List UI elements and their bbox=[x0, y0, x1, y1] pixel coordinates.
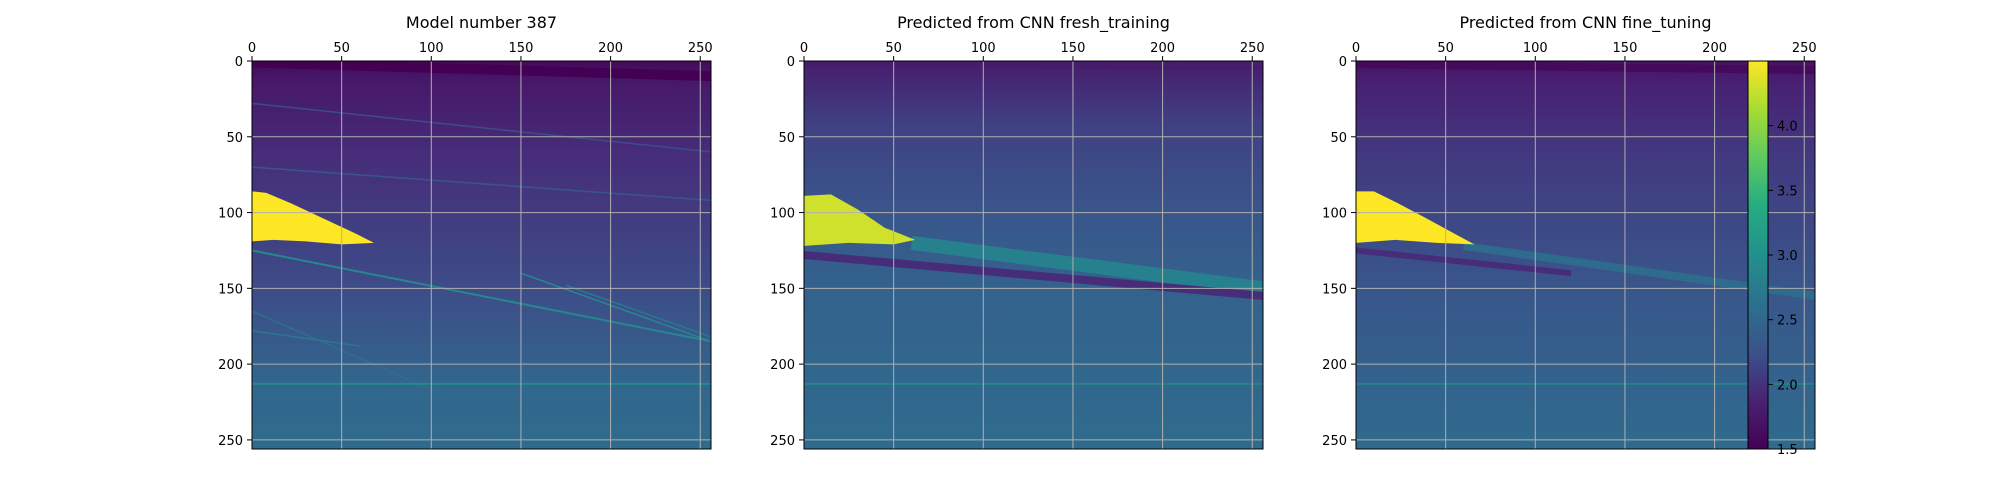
colorbar-tick-label: 3.5 bbox=[1777, 184, 1798, 199]
y-tick-label: 250 bbox=[770, 434, 795, 449]
y-tick-label: 0 bbox=[787, 55, 795, 70]
y-tick-label: 0 bbox=[1339, 55, 1347, 70]
x-tick-label: 100 bbox=[971, 41, 996, 56]
x-tick-label: 100 bbox=[1523, 41, 1548, 56]
colorbar-tick-label: 3.0 bbox=[1777, 249, 1798, 264]
y-tick-label: 100 bbox=[218, 207, 243, 222]
heatmap-band bbox=[252, 166, 711, 202]
heatmap-band bbox=[1356, 61, 1815, 75]
colorbar bbox=[1747, 60, 1769, 450]
panel-title: Predicted from CNN fresh_training bbox=[897, 13, 1170, 33]
high-value-body bbox=[252, 191, 374, 245]
x-tick-label: 0 bbox=[248, 41, 256, 56]
y-tick-label: 250 bbox=[218, 434, 243, 449]
y-tick-label: 0 bbox=[235, 55, 243, 70]
heatmap-band bbox=[804, 251, 1263, 300]
axes-frame bbox=[803, 60, 1264, 450]
x-tick-label: 200 bbox=[598, 41, 623, 56]
y-tick-label: 200 bbox=[218, 358, 243, 373]
x-tick-label: 250 bbox=[688, 41, 713, 56]
x-tick-label: 100 bbox=[419, 41, 444, 56]
heatmap-band bbox=[252, 102, 711, 153]
x-tick-label: 250 bbox=[1792, 41, 1817, 56]
y-tick-label: 50 bbox=[1330, 131, 1347, 146]
y-tick-label: 50 bbox=[226, 131, 243, 146]
y-tick-label: 150 bbox=[770, 282, 795, 297]
panel-title: Model number 387 bbox=[406, 13, 557, 32]
colorbar-tick-label: 4.0 bbox=[1777, 120, 1798, 135]
x-tick-label: 50 bbox=[1437, 41, 1454, 56]
y-tick-label: 100 bbox=[770, 207, 795, 222]
high-value-body bbox=[804, 194, 916, 246]
heatmap-band bbox=[565, 284, 711, 338]
heatmap-band bbox=[804, 61, 1263, 71]
x-tick-label: 150 bbox=[509, 41, 534, 56]
heatmap-layers-2 bbox=[804, 61, 1263, 385]
x-tick-label: 250 bbox=[1240, 41, 1265, 56]
axes-frame bbox=[1355, 60, 1816, 450]
x-tick-label: 150 bbox=[1061, 41, 1086, 56]
x-tick-label: 0 bbox=[800, 41, 808, 56]
x-tick-label: 50 bbox=[333, 41, 350, 56]
y-tick-label: 200 bbox=[770, 358, 795, 373]
high-value-body bbox=[1356, 191, 1475, 245]
y-tick-label: 250 bbox=[1322, 434, 1347, 449]
heatmap-band bbox=[520, 272, 711, 343]
x-tick-label: 150 bbox=[1613, 41, 1638, 56]
x-tick-label: 200 bbox=[1150, 41, 1175, 56]
colorbar-tick-label: 1.5 bbox=[1777, 443, 1798, 458]
heatmap-layers-3 bbox=[1356, 61, 1815, 385]
x-tick-label: 50 bbox=[885, 41, 902, 56]
y-tick-label: 150 bbox=[1322, 282, 1347, 297]
axes-frame bbox=[251, 60, 712, 450]
y-tick-label: 50 bbox=[778, 131, 795, 146]
heatmap-background-1 bbox=[252, 61, 711, 449]
y-tick-label: 200 bbox=[1322, 358, 1347, 373]
y-tick-label: 150 bbox=[218, 282, 243, 297]
colorbar-tick-label: 2.5 bbox=[1777, 314, 1798, 329]
y-tick-label: 100 bbox=[1322, 207, 1347, 222]
heatmap-band bbox=[252, 61, 711, 82]
x-tick-label: 0 bbox=[1352, 41, 1360, 56]
colorbar-tick-label: 2.0 bbox=[1777, 378, 1798, 393]
heatmap-layers-1 bbox=[252, 61, 711, 399]
panel-title: Predicted from CNN fine_tuning bbox=[1459, 13, 1711, 33]
heatmap-band bbox=[252, 249, 711, 343]
x-tick-label: 200 bbox=[1702, 41, 1727, 56]
heatmap-band bbox=[910, 235, 1263, 296]
